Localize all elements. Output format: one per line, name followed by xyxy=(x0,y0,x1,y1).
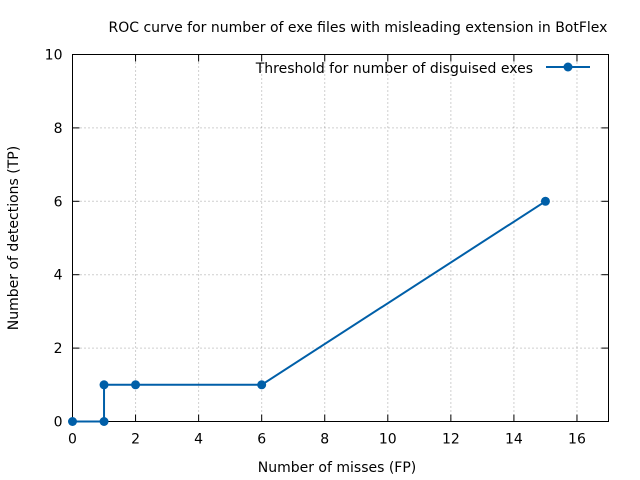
x-tick-label: 8 xyxy=(320,432,329,448)
y-tick-label: 2 xyxy=(54,341,63,357)
data-point xyxy=(540,196,550,206)
x-tick-label: 6 xyxy=(257,432,266,448)
y-tick-label: 6 xyxy=(54,194,63,210)
chart-title: ROC curve for number of exe files with m… xyxy=(109,20,608,36)
legend-label: Threshold for number of disguised exes xyxy=(255,61,533,77)
data-point xyxy=(99,417,109,426)
x-tick-label: 4 xyxy=(194,432,203,448)
x-tick-label: 16 xyxy=(568,432,586,448)
plot-frame xyxy=(72,54,609,422)
x-tick-label: 0 xyxy=(68,432,77,448)
x-axis-label: Number of misses (FP) xyxy=(258,460,417,476)
x-tick-label: 10 xyxy=(379,432,397,448)
series-line xyxy=(72,200,546,423)
x-axis: 0 2 4 6 8 10 12 14 16 xyxy=(68,54,586,448)
data-point xyxy=(257,380,267,390)
x-tick-label: 2 xyxy=(131,432,140,448)
y-tick-label: 8 xyxy=(54,121,63,137)
y-tick-label: 10 xyxy=(45,48,63,64)
grid-lines xyxy=(72,54,609,422)
data-point xyxy=(99,380,109,390)
data-point xyxy=(131,380,141,390)
data-point xyxy=(68,417,77,426)
x-tick-label: 14 xyxy=(505,432,523,448)
series-group xyxy=(68,196,550,426)
legend: Threshold for number of disguised exes xyxy=(255,61,590,77)
y-axis-label: Number of detections (TP) xyxy=(6,146,22,330)
x-tick-label: 12 xyxy=(442,432,460,448)
legend-marker xyxy=(563,62,573,72)
y-tick-label: 4 xyxy=(54,268,63,284)
y-axis: 0 2 4 6 8 10 xyxy=(45,48,609,431)
y-tick-label: 0 xyxy=(54,415,63,431)
